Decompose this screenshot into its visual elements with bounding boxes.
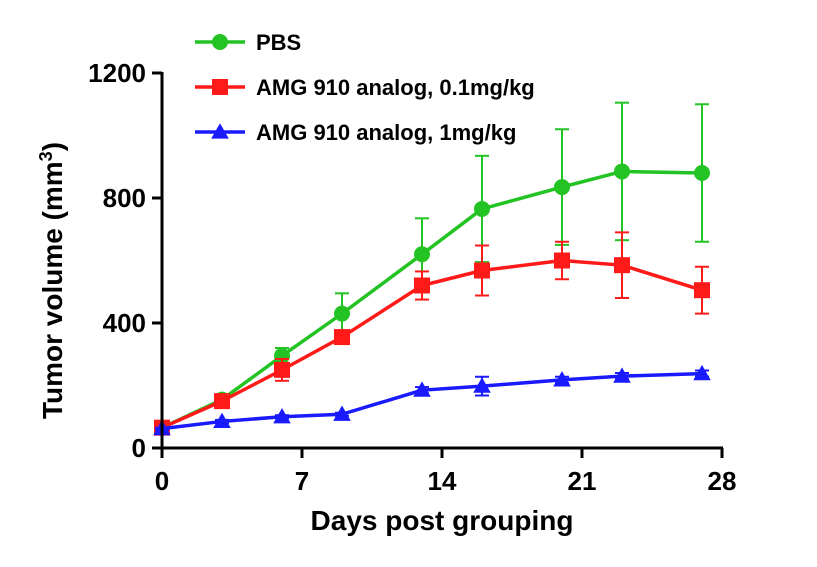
data-point	[274, 361, 290, 378]
data-point	[413, 381, 431, 397]
data-point	[554, 252, 570, 269]
y-axis-title: Tumor volume (mm3)	[36, 142, 68, 419]
data-point	[694, 282, 710, 299]
series-3	[153, 364, 711, 436]
legend-item-2: AMG 910 analog, 0.1mg/kg	[195, 75, 535, 100]
data-point	[414, 277, 430, 294]
legend-marker	[212, 34, 228, 50]
y-axis-title-close: )	[37, 142, 68, 151]
series-2	[154, 231, 710, 436]
legend-label: AMG 910 analog, 1mg/kg	[256, 120, 516, 145]
data-point	[333, 405, 351, 421]
legend-marker	[212, 79, 228, 95]
data-point	[334, 305, 350, 322]
y-tick-label: 800	[103, 183, 146, 213]
y-tick-label: 1200	[88, 58, 146, 88]
legend-item-1: PBS	[195, 30, 301, 55]
legend: PBS AMG 910 analog, 0.1mg/kg AMG 910 analo…	[195, 30, 535, 145]
x-tick-label: 21	[568, 466, 597, 496]
y-tick-label: 400	[103, 308, 146, 338]
data-point	[474, 262, 490, 279]
data-point	[553, 371, 571, 387]
y-tick-label: 0	[132, 433, 146, 463]
y-axis-title-main: Tumor volume (mm	[37, 161, 68, 419]
data-point	[334, 329, 350, 346]
x-tick-label: 28	[708, 466, 737, 496]
x-tick-label: 0	[155, 466, 169, 496]
data-point	[213, 412, 231, 429]
data-point	[694, 165, 710, 181]
legend-label: AMG 910 analog, 0.1mg/kg	[256, 75, 535, 100]
x-axis-title: Days post grouping	[311, 505, 574, 536]
legend-item-3: AMG 910 analog, 1mg/kg	[195, 120, 516, 145]
data-point	[214, 393, 230, 410]
data-point	[474, 200, 490, 217]
data-point	[473, 377, 491, 393]
legend-label: PBS	[256, 30, 301, 55]
data-point	[614, 163, 630, 180]
legend-marker	[211, 123, 229, 139]
data-point	[554, 179, 570, 196]
x-tick-label: 7	[295, 466, 309, 496]
x-tick-label: 14	[428, 466, 457, 496]
series-layer	[153, 101, 711, 436]
data-point	[414, 246, 430, 263]
data-point	[273, 407, 291, 424]
data-point	[693, 364, 711, 381]
data-point	[614, 257, 630, 274]
ticks: 0 7 14 21 28 0 400 800 1200	[88, 58, 736, 496]
data-point	[613, 367, 631, 383]
y-axis-title-superscript: 3	[36, 151, 56, 161]
